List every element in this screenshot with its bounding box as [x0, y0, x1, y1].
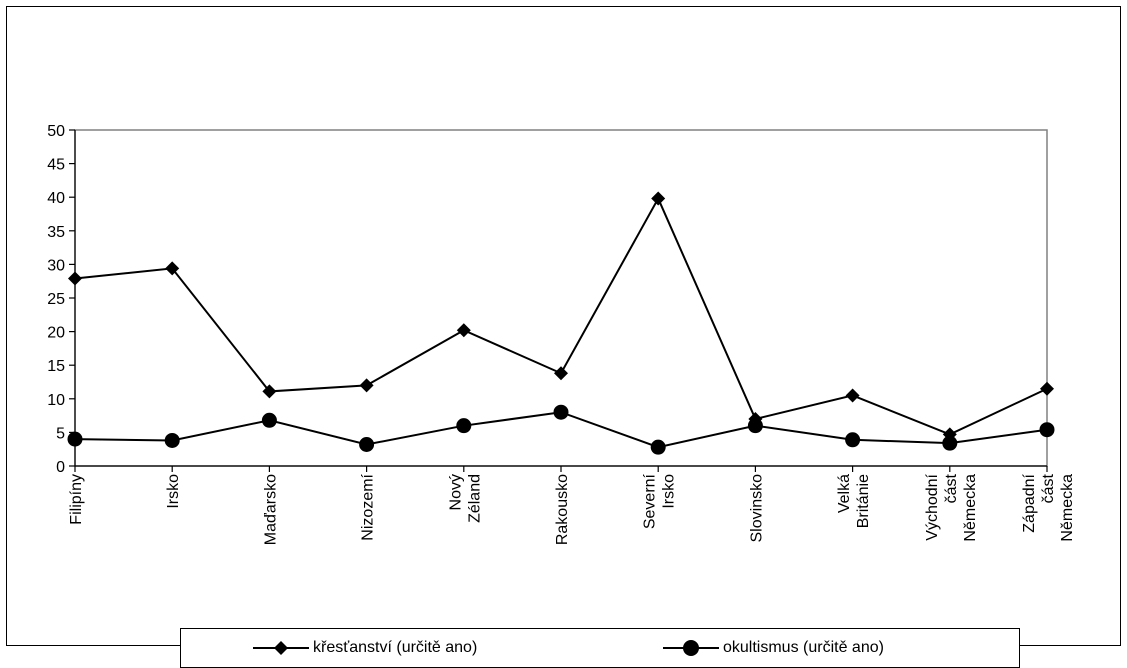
y-tick-label: 0: [56, 459, 65, 476]
y-tick-label: 15: [47, 358, 65, 375]
data-point-circle: [261, 412, 277, 428]
x-tick-label-group: Severní Irsko: [642, 473, 678, 529]
x-tick-label-group: Irsko: [165, 474, 182, 509]
y-tick-label: 10: [47, 392, 65, 409]
legend-item-christianity: křesťanství (určitě ano): [251, 629, 477, 667]
x-tick-label-group: Západní část Německa: [1021, 473, 1076, 541]
x-tick-label-group: Velká Británie: [836, 474, 872, 528]
data-point-circle: [650, 439, 666, 455]
legend-swatch-circle-icon: [663, 640, 719, 656]
data-point-diamond: [262, 384, 277, 399]
data-point-circle: [747, 418, 763, 434]
x-tick-label: Německa: [962, 474, 979, 542]
legend-swatch-diamond-icon: [253, 641, 309, 655]
data-point-circle: [359, 436, 375, 452]
data-point-diamond: [359, 378, 374, 393]
legend-item-occultism: okultismus (určitě ano): [661, 629, 884, 667]
x-tick-label: Nový: [447, 474, 464, 510]
y-axis: 0 5 10 15 20 25 30 35 40 45 50: [47, 123, 76, 476]
x-tick-label: Německa: [1059, 474, 1076, 542]
series-line-0: [74, 196, 1048, 436]
x-tick-label-group: Nizozemí: [360, 473, 377, 540]
y-tick-label: 50: [47, 123, 65, 140]
y-tick-label: 5: [56, 425, 65, 442]
data-point-circle: [942, 435, 958, 451]
x-tick-label: část: [1040, 473, 1057, 503]
data-point-diamond: [1040, 381, 1054, 396]
x-tick-label: Velká: [836, 474, 853, 513]
data-point-diamond: [651, 191, 666, 206]
data-point-circle: [456, 418, 472, 434]
x-tick-label: Severní: [642, 473, 659, 529]
data-point-circle: [164, 432, 180, 448]
x-tick-label: Slovinsko: [748, 474, 765, 543]
x-tick-label-group: Maďarsko: [262, 474, 279, 545]
x-axis: Filipíny Irsko Maďarsko Nizozemí Nový Zéland R…: [68, 465, 1076, 545]
data-point-diamond: [165, 261, 180, 276]
x-tick-label: Nizozemí: [360, 473, 377, 540]
x-tick-label: Británie: [855, 474, 872, 528]
y-tick-label: 35: [47, 224, 65, 241]
data-point-diamond: [456, 323, 471, 338]
legend-label-occultism: okultismus (určitě ano): [723, 639, 884, 656]
x-tick-label: Rakousko: [554, 474, 571, 545]
data-point-circle: [845, 432, 861, 448]
line-chart: 0 5 10 15 20 25 30 35 40 45 50 Filipíny Irsko Maďars…: [47, 123, 1076, 545]
data-point-diamond: [845, 388, 860, 403]
x-tick-label: Filipíny: [68, 474, 85, 525]
x-tick-label-group: Nový Zéland: [447, 474, 483, 523]
y-tick-label: 20: [47, 325, 65, 342]
x-tick-label: Irsko: [165, 474, 182, 509]
x-tick-label-group: Východní část Německa: [924, 473, 979, 541]
x-tick-label: Irsko: [661, 474, 678, 509]
x-tick-label-group: Slovinsko: [748, 474, 765, 543]
x-tick-label: Zéland: [466, 474, 483, 523]
x-tick-label-group: Rakousko: [554, 474, 571, 545]
y-tick-label: 30: [47, 257, 65, 274]
series-layer: [67, 191, 1055, 455]
data-point-diamond: [554, 366, 568, 381]
x-tick-label: Maďarsko: [262, 474, 279, 545]
data-point-circle: [67, 431, 83, 447]
x-tick-label: Východní: [924, 473, 941, 540]
legend-label-christianity: křesťanství (určitě ano): [313, 639, 478, 656]
data-point-diamond: [68, 271, 82, 286]
x-tick-label: Západní: [1021, 473, 1038, 532]
data-point-circle: [553, 404, 569, 420]
legend: křesťanství (určitě ano) okultismus (urč…: [180, 628, 1020, 668]
chart-frame: [6, 6, 1121, 646]
y-tick-label: 25: [47, 291, 65, 308]
y-tick-label: 40: [47, 190, 65, 207]
x-tick-label: část: [943, 473, 960, 503]
y-tick-label: 45: [47, 157, 65, 174]
x-tick-label-group: Filipíny: [68, 474, 85, 525]
data-point-circle: [1039, 422, 1055, 438]
